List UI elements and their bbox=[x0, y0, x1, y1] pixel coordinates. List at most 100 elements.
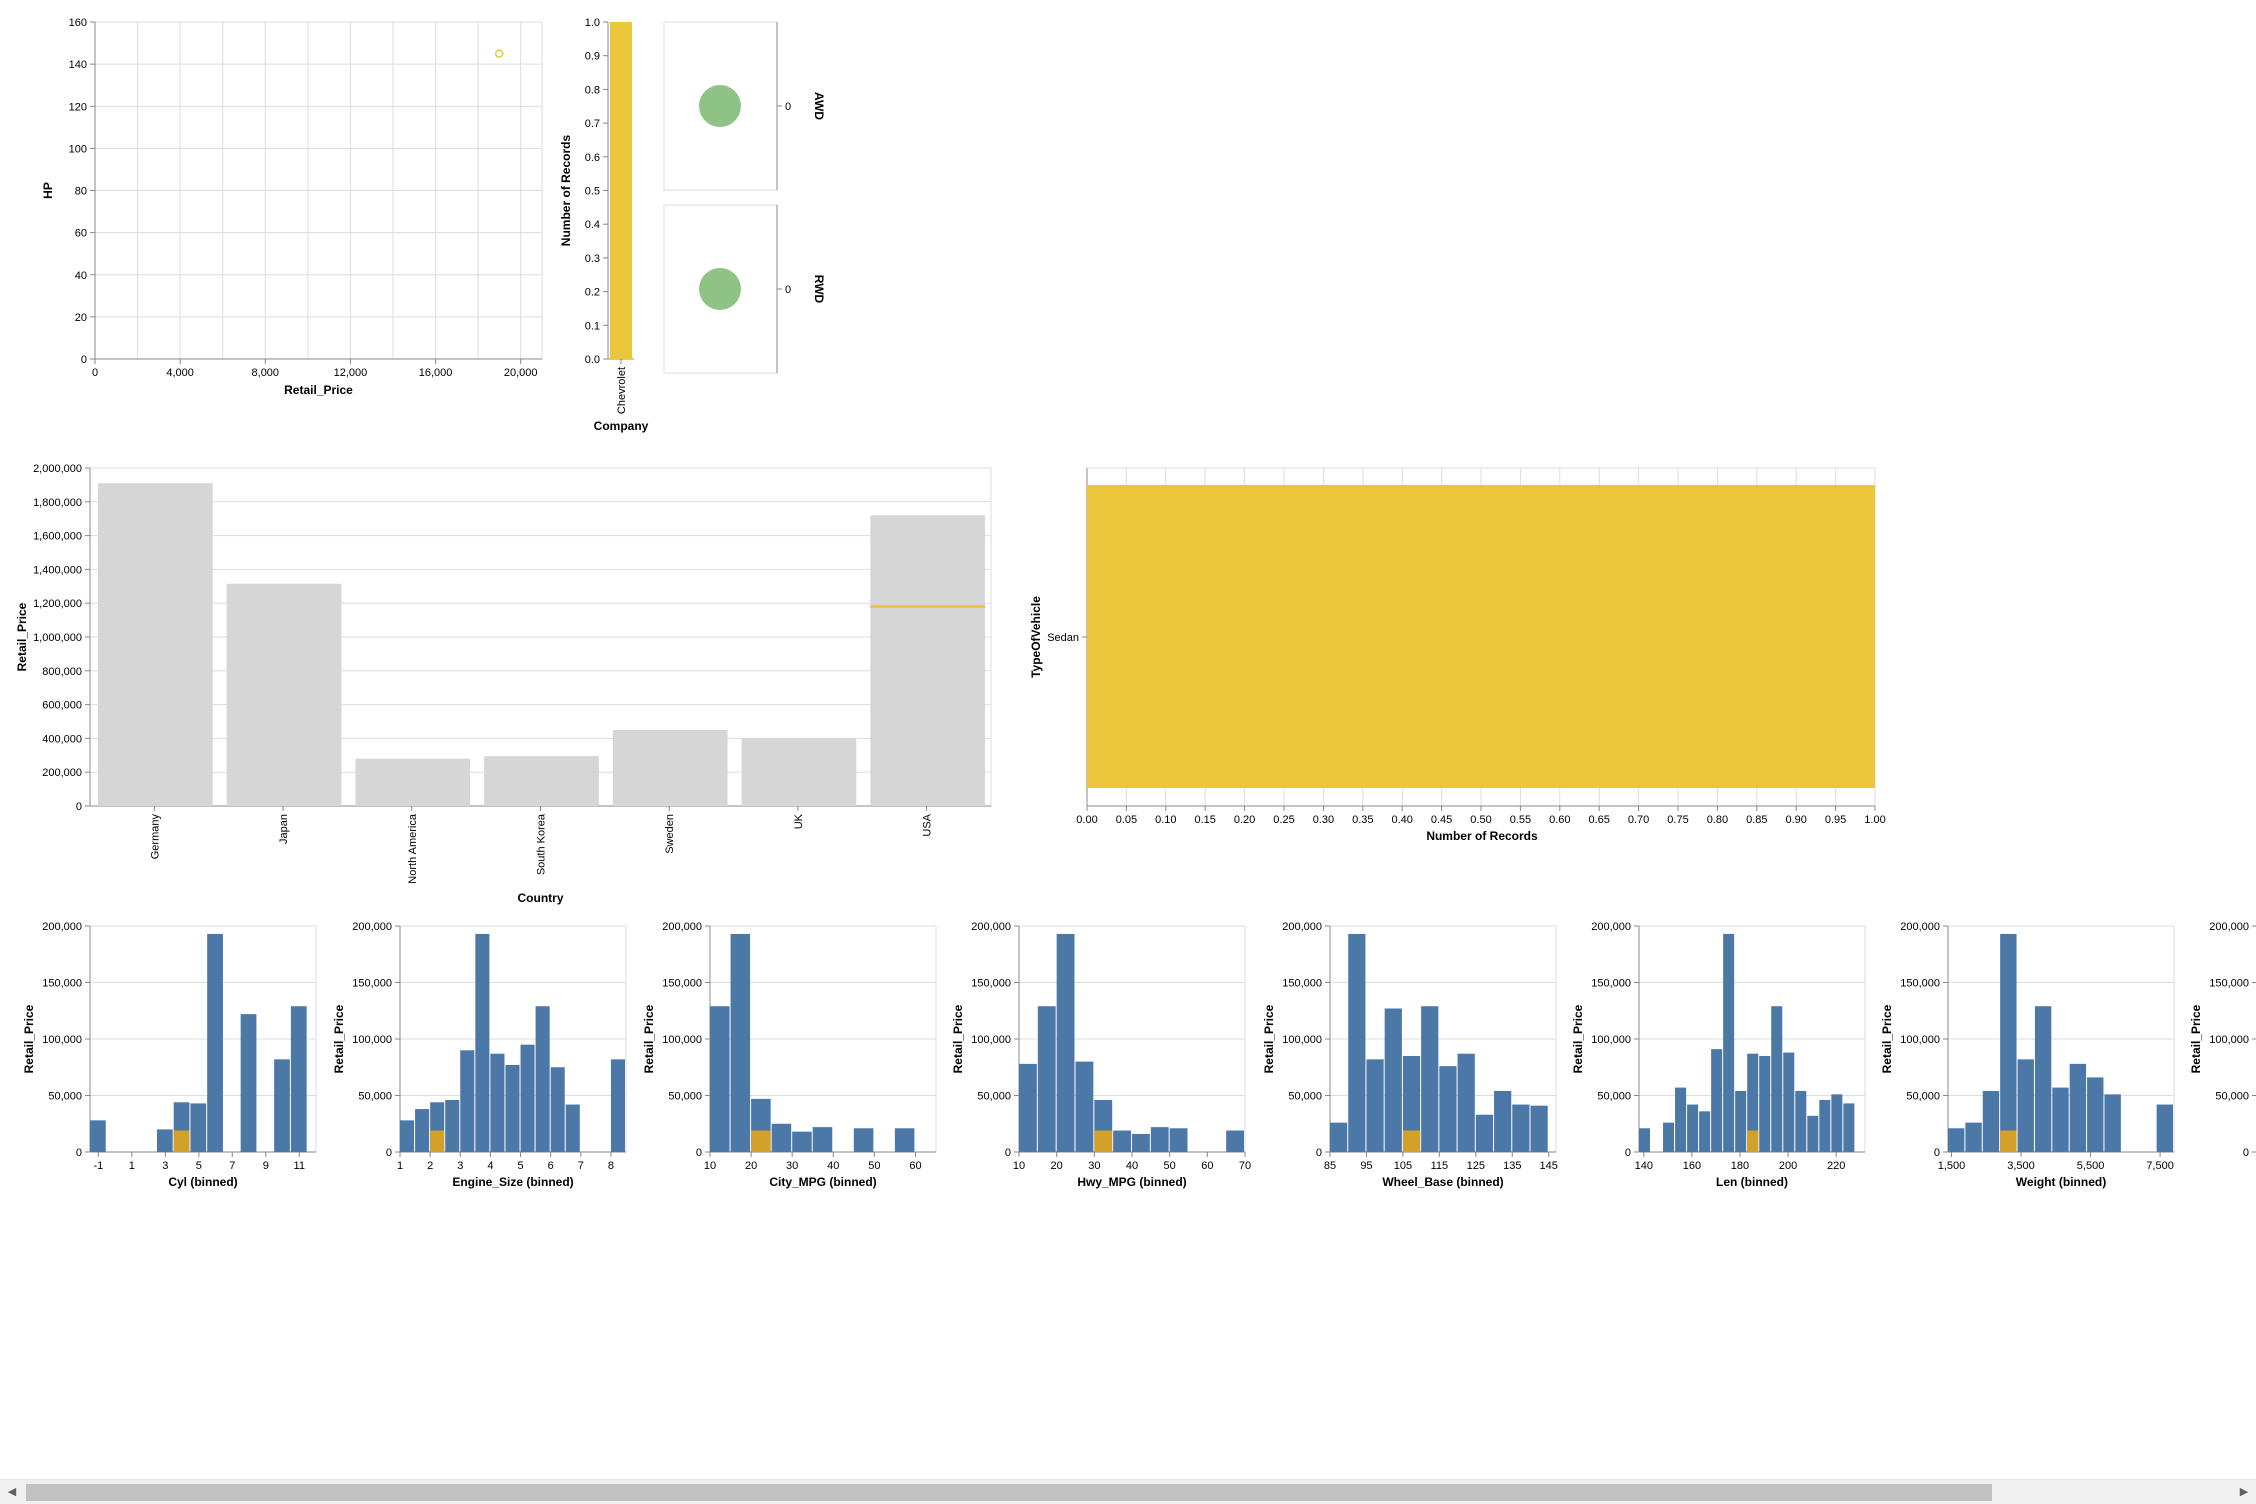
hist-engine-chart: 0 50,000 100,000 150,000 200,000 Retail_Price… bbox=[332, 921, 627, 1189]
histogram-x-tick-label: 8 bbox=[608, 1160, 614, 1172]
country-bar bbox=[355, 758, 471, 806]
histogram-y-tick-label: 50,000 bbox=[48, 1091, 82, 1103]
histogram-y-axis-title: Retail_Price bbox=[22, 1004, 36, 1073]
scatter-y-tick-label: 0 bbox=[81, 354, 87, 366]
company-y-tick-label: 0.0 bbox=[585, 354, 600, 366]
histogram-bar bbox=[156, 1129, 173, 1152]
histogram-x-tick-label: 1 bbox=[129, 1160, 135, 1172]
histogram-y-tick-label: 50,000 bbox=[1597, 1091, 1631, 1103]
histogram-bar bbox=[771, 1123, 792, 1152]
histogram-selected-bar bbox=[173, 1130, 190, 1152]
scroll-thumb[interactable] bbox=[26, 1484, 1992, 1501]
histogram-x-tick-label: 20 bbox=[1051, 1160, 1063, 1172]
country-bar bbox=[870, 515, 985, 806]
vehicle-type-x-tick-label: 0.85 bbox=[1746, 814, 1767, 826]
histogram-x-tick-label: 6 bbox=[548, 1160, 554, 1172]
scroll-left-icon[interactable]: ◀ bbox=[7, 1486, 17, 1498]
histogram-bar bbox=[1150, 1127, 1169, 1152]
histogram-bar bbox=[710, 1006, 730, 1152]
histogram-y-tick-label: 100,000 bbox=[42, 1034, 82, 1046]
histogram-bar bbox=[1982, 1090, 2000, 1152]
vehicle-type-x-tick-label: 1.00 bbox=[1864, 814, 1885, 826]
histogram-x-tick-label: 85 bbox=[1324, 1160, 1336, 1172]
histogram-y-tick-label: 0 bbox=[696, 1147, 702, 1159]
histogram-y-axis-title: Retail_Price bbox=[2189, 1004, 2203, 1073]
vehicle-type-y-tick-label: Sedan bbox=[1047, 632, 1079, 644]
histogram-bar bbox=[1457, 1053, 1475, 1152]
histogram-bar bbox=[2017, 1059, 2034, 1152]
vehicle-type-x-tick-label: 0.95 bbox=[1825, 814, 1846, 826]
histogram-selected-bar bbox=[430, 1130, 445, 1152]
country-y-tick-label: 600,000 bbox=[42, 700, 82, 712]
vehicle-type-x-tick-label: 0.80 bbox=[1707, 814, 1728, 826]
histogram-bar bbox=[490, 1053, 505, 1152]
country-y-tick-label: 1,200,000 bbox=[33, 598, 82, 610]
histogram-bar bbox=[415, 1109, 430, 1152]
histogram-bar bbox=[190, 1103, 207, 1152]
histogram-bar bbox=[1843, 1103, 1855, 1152]
histogram-y-tick-label: 150,000 bbox=[2209, 978, 2249, 990]
drive-circle-awd bbox=[699, 85, 741, 127]
histogram-bar bbox=[1687, 1104, 1699, 1152]
drive-tick-label: 0 bbox=[785, 101, 791, 113]
histogram-x-tick-label: 220 bbox=[1827, 1160, 1845, 1172]
vehicle-type-chart: 0.00 0.05 0.10 0.15 0.20 0.25 0.30 0.35 0.40 0.45… bbox=[1029, 467, 1886, 843]
company-y-tick-label: 0.6 bbox=[585, 152, 600, 164]
histogram-bar bbox=[290, 1006, 307, 1152]
histogram-bar bbox=[1735, 1090, 1747, 1152]
histogram-x-tick-label: 7,500 bbox=[2146, 1160, 2174, 1172]
scatter-x-axis-title: Retail_Price bbox=[284, 383, 353, 397]
histogram-y-tick-label: 150,000 bbox=[1591, 978, 1631, 990]
histogram-x-tick-label: 50 bbox=[1164, 1160, 1176, 1172]
histogram-selected-bar bbox=[751, 1130, 771, 1152]
vehicle-type-x-tick-label: 0.10 bbox=[1155, 814, 1176, 826]
histogram-bar bbox=[1759, 1055, 1771, 1152]
histogram-bar bbox=[90, 1120, 106, 1152]
histogram-y-tick-label: 100,000 bbox=[1591, 1034, 1631, 1046]
histogram-y-tick-label: 0 bbox=[2243, 1147, 2249, 1159]
vehicle-type-x-tick-label: 0.00 bbox=[1076, 814, 1097, 826]
company-y-tick-label: 0.8 bbox=[585, 84, 600, 96]
hist-hwy-chart: 0 50,000 100,000 150,000 200,000 Retail_Price… bbox=[951, 921, 1251, 1189]
country-bar bbox=[226, 583, 342, 806]
scatter-x-tick-label: 12,000 bbox=[334, 367, 368, 379]
histogram-bar bbox=[1639, 1128, 1651, 1152]
histogram-x-tick-label: 115 bbox=[1431, 1160, 1449, 1172]
scroll-right-icon[interactable]: ▶ bbox=[2239, 1486, 2249, 1498]
drive-row-label: AWD bbox=[812, 92, 826, 120]
vehicle-type-x-tick-label: 0.50 bbox=[1470, 814, 1491, 826]
vehicle-type-x-tick-label: 0.25 bbox=[1273, 814, 1294, 826]
histogram-x-axis-title: Engine_Size (binned) bbox=[452, 1175, 573, 1189]
vehicle-type-x-tick-label: 0.65 bbox=[1588, 814, 1609, 826]
histogram-bar bbox=[1771, 1006, 1783, 1152]
company-chart: 0.0 0.1 0.2 0.3 0.4 0.5 0.6 0.7 0.8 0.9 1.0 Chevrol… bbox=[559, 17, 649, 433]
scatter-y-tick-label: 100 bbox=[69, 143, 87, 155]
histogram-bar bbox=[2104, 1094, 2121, 1152]
histogram-y-tick-label: 100,000 bbox=[1282, 1034, 1322, 1046]
histogram-y-tick-label: 50,000 bbox=[2215, 1091, 2249, 1103]
country-x-tick-label: Sweden bbox=[664, 814, 676, 854]
hist-partial-chart: 0 50,000 100,000 150,000 200,000 Retail_Price bbox=[2189, 921, 2256, 1159]
horizontal-scrollbar[interactable]: ◀ ▶ bbox=[0, 1479, 2256, 1504]
histogram-x-tick-label: 60 bbox=[909, 1160, 921, 1172]
histogram-x-tick-label: 135 bbox=[1503, 1160, 1521, 1172]
histogram-x-tick-label: 5,500 bbox=[2077, 1160, 2105, 1172]
histogram-x-tick-label: 140 bbox=[1635, 1160, 1653, 1172]
histogram-y-tick-label: 100,000 bbox=[2209, 1034, 2249, 1046]
histogram-bar bbox=[610, 1059, 625, 1152]
company-y-tick-label: 0.4 bbox=[585, 219, 600, 231]
histogram-bar bbox=[1675, 1087, 1687, 1152]
drive-circle-rwd bbox=[699, 268, 741, 310]
histogram-bar bbox=[2000, 933, 2017, 1152]
histogram-bar bbox=[520, 1044, 535, 1152]
histogram-x-tick-label: 200 bbox=[1779, 1160, 1797, 1172]
country-y-tick-label: 1,600,000 bbox=[33, 531, 82, 543]
histogram-x-tick-label: 30 bbox=[1088, 1160, 1100, 1172]
histogram-bar bbox=[1783, 1052, 1795, 1152]
histogram-y-tick-label: 100,000 bbox=[352, 1034, 392, 1046]
scatter-y-tick-label: 40 bbox=[75, 270, 87, 282]
company-y-tick-label: 1.0 bbox=[585, 17, 600, 29]
drive-row-label: RWD bbox=[812, 275, 826, 304]
histogram-bar bbox=[1807, 1115, 1819, 1152]
country-y-tick-label: 2,000,000 bbox=[33, 463, 82, 475]
